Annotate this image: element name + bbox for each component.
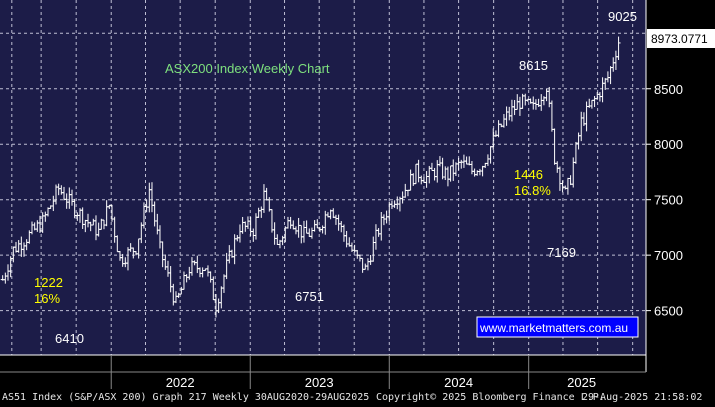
last-price-tag: 8973.0771 xyxy=(647,29,715,48)
y-axis-panel xyxy=(646,0,715,372)
grid-lines xyxy=(0,0,646,355)
annotation-label: 6751 xyxy=(295,289,324,304)
footer-copyright: Copyright© 2025 Bloomberg Finance L.P. xyxy=(376,392,605,403)
footer-timestamp: 29-Aug-2025 21:58:02 xyxy=(582,392,703,403)
watermark-box: www.marketmatters.com.au xyxy=(476,316,639,338)
x-tick-label: 2022 xyxy=(166,375,195,390)
x-tick-label: 2025 xyxy=(567,375,596,390)
y-tick-label: 7500 xyxy=(654,193,683,208)
y-axis: 6500 7000 7500 8000 8500 xyxy=(646,82,683,319)
annotation-label: 1446 xyxy=(514,167,543,182)
annotation-label: 6410 xyxy=(55,331,84,346)
annotation-label: 1222 xyxy=(34,275,63,290)
annotation-label: 16% xyxy=(34,291,60,306)
y-tick-label: 6500 xyxy=(654,304,683,319)
annotation-label: 9025 xyxy=(608,9,637,24)
chart-title: ASX200 Index Weekly Chart xyxy=(165,61,330,76)
annotation-label: 8615 xyxy=(519,58,548,73)
last-price-label: 8973.0771 xyxy=(651,32,708,46)
watermark-text: www.marketmatters.com.au xyxy=(479,321,628,335)
plot-background xyxy=(0,0,646,355)
y-tick-label: 8000 xyxy=(654,137,683,152)
y-tick-label: 7000 xyxy=(654,248,683,263)
price-bars xyxy=(0,36,621,318)
footer-bar: AS51 Index (S&P/ASX 200) Graph 217 Weekl… xyxy=(0,389,715,407)
y-tick-label: 8500 xyxy=(654,82,683,97)
annotation-label: 7169 xyxy=(547,245,576,260)
x-tick-label: 2024 xyxy=(444,375,473,390)
annotation-label: 16.8% xyxy=(514,183,551,198)
x-axis: 2022 2023 2024 2025 xyxy=(0,0,647,390)
footer-ticker-info: AS51 Index (S&P/ASX 200) Graph 217 Weekl… xyxy=(2,392,370,403)
x-tick-label: 2023 xyxy=(305,375,334,390)
